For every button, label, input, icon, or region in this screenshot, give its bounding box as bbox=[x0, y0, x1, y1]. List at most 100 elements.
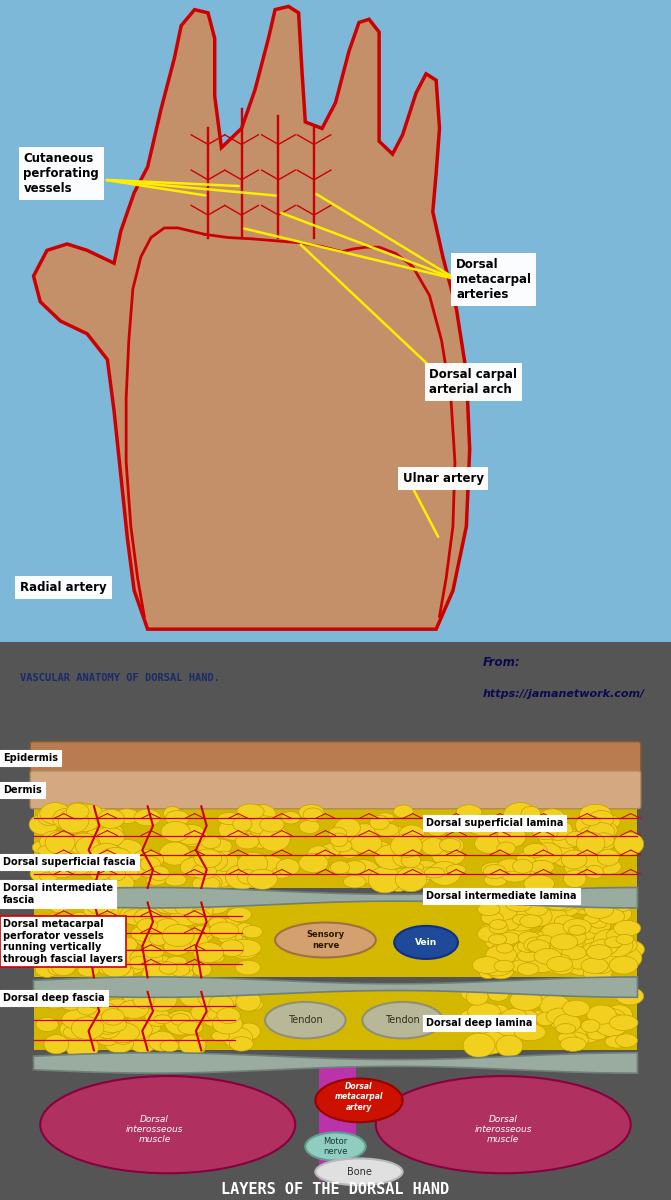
Ellipse shape bbox=[576, 1028, 600, 1043]
Ellipse shape bbox=[583, 914, 600, 924]
Ellipse shape bbox=[87, 918, 120, 936]
Ellipse shape bbox=[534, 931, 556, 947]
Ellipse shape bbox=[570, 895, 595, 910]
Ellipse shape bbox=[275, 923, 376, 958]
Ellipse shape bbox=[548, 937, 570, 954]
Ellipse shape bbox=[446, 864, 466, 875]
Ellipse shape bbox=[612, 906, 631, 922]
Ellipse shape bbox=[115, 809, 140, 823]
Ellipse shape bbox=[191, 1003, 219, 1021]
Ellipse shape bbox=[499, 862, 531, 882]
Ellipse shape bbox=[488, 965, 513, 979]
Ellipse shape bbox=[543, 895, 570, 911]
Ellipse shape bbox=[512, 943, 533, 956]
Ellipse shape bbox=[231, 908, 250, 923]
Ellipse shape bbox=[565, 950, 592, 970]
Ellipse shape bbox=[523, 844, 548, 858]
Ellipse shape bbox=[399, 824, 424, 842]
Ellipse shape bbox=[37, 806, 62, 826]
Ellipse shape bbox=[159, 962, 177, 974]
Ellipse shape bbox=[498, 932, 519, 944]
Ellipse shape bbox=[60, 998, 81, 1010]
Ellipse shape bbox=[506, 812, 528, 824]
Ellipse shape bbox=[560, 1037, 586, 1051]
Ellipse shape bbox=[105, 874, 134, 894]
Ellipse shape bbox=[394, 805, 413, 818]
Ellipse shape bbox=[228, 940, 261, 956]
Ellipse shape bbox=[564, 1026, 586, 1042]
Ellipse shape bbox=[205, 905, 222, 914]
Ellipse shape bbox=[329, 860, 356, 876]
Ellipse shape bbox=[615, 1034, 637, 1048]
Ellipse shape bbox=[500, 919, 519, 930]
Ellipse shape bbox=[40, 830, 72, 853]
Ellipse shape bbox=[74, 952, 103, 966]
Ellipse shape bbox=[170, 905, 201, 926]
Ellipse shape bbox=[420, 866, 438, 880]
Ellipse shape bbox=[362, 1002, 443, 1038]
Ellipse shape bbox=[614, 898, 631, 912]
Ellipse shape bbox=[590, 954, 614, 973]
Ellipse shape bbox=[421, 838, 445, 856]
Ellipse shape bbox=[206, 953, 224, 962]
Ellipse shape bbox=[249, 829, 274, 848]
Ellipse shape bbox=[220, 940, 244, 956]
Ellipse shape bbox=[588, 834, 615, 852]
Ellipse shape bbox=[576, 836, 603, 852]
Ellipse shape bbox=[552, 946, 572, 958]
Ellipse shape bbox=[29, 814, 58, 835]
Ellipse shape bbox=[527, 955, 557, 972]
Ellipse shape bbox=[488, 1004, 509, 1019]
Ellipse shape bbox=[346, 859, 380, 884]
Ellipse shape bbox=[391, 869, 413, 882]
Text: LAYERS OF THE DORSAL HAND: LAYERS OF THE DORSAL HAND bbox=[221, 1182, 450, 1196]
Ellipse shape bbox=[330, 833, 348, 846]
Ellipse shape bbox=[395, 868, 427, 892]
Ellipse shape bbox=[111, 965, 134, 980]
Ellipse shape bbox=[587, 1030, 607, 1040]
Ellipse shape bbox=[389, 878, 408, 892]
Ellipse shape bbox=[50, 901, 68, 913]
Ellipse shape bbox=[142, 964, 170, 985]
Ellipse shape bbox=[82, 986, 110, 1008]
Ellipse shape bbox=[537, 928, 569, 952]
Ellipse shape bbox=[305, 1133, 366, 1160]
Ellipse shape bbox=[501, 1008, 527, 1024]
Ellipse shape bbox=[609, 947, 642, 970]
Bar bbox=[34, 900, 637, 978]
Ellipse shape bbox=[223, 1027, 253, 1049]
Ellipse shape bbox=[224, 936, 250, 956]
Ellipse shape bbox=[478, 902, 500, 916]
Text: Dorsal
interosseous
muscle: Dorsal interosseous muscle bbox=[125, 1115, 183, 1145]
Ellipse shape bbox=[517, 949, 538, 962]
Ellipse shape bbox=[50, 985, 81, 1003]
Text: Tendon: Tendon bbox=[288, 1015, 323, 1025]
Ellipse shape bbox=[208, 839, 232, 853]
Ellipse shape bbox=[593, 833, 614, 847]
Ellipse shape bbox=[315, 1158, 403, 1186]
Ellipse shape bbox=[562, 1032, 588, 1049]
Ellipse shape bbox=[166, 810, 189, 826]
Ellipse shape bbox=[178, 1034, 206, 1054]
Ellipse shape bbox=[201, 836, 219, 846]
Text: Dorsal intermediate lamina: Dorsal intermediate lamina bbox=[426, 892, 576, 901]
Ellipse shape bbox=[497, 842, 516, 854]
Ellipse shape bbox=[581, 1020, 600, 1032]
Ellipse shape bbox=[228, 913, 247, 924]
Ellipse shape bbox=[87, 1002, 118, 1021]
Ellipse shape bbox=[177, 931, 198, 948]
Ellipse shape bbox=[119, 905, 150, 925]
Ellipse shape bbox=[478, 1032, 506, 1046]
Ellipse shape bbox=[164, 806, 181, 821]
Ellipse shape bbox=[237, 997, 263, 1012]
Ellipse shape bbox=[470, 1012, 502, 1033]
Ellipse shape bbox=[514, 1024, 546, 1040]
Ellipse shape bbox=[145, 1007, 170, 1026]
Ellipse shape bbox=[238, 852, 268, 875]
Ellipse shape bbox=[93, 1014, 118, 1032]
Ellipse shape bbox=[164, 874, 187, 886]
Ellipse shape bbox=[219, 820, 246, 840]
Ellipse shape bbox=[550, 894, 580, 917]
Ellipse shape bbox=[85, 947, 113, 968]
Ellipse shape bbox=[558, 929, 586, 946]
